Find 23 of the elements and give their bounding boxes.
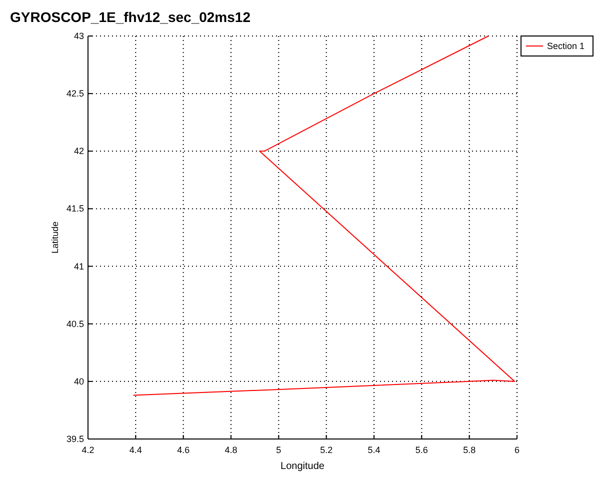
chart-title: GYROSCOP_1E_fhv12_sec_02ms12: [10, 9, 251, 25]
x-axis-title: Longitude: [280, 461, 325, 472]
x-tick-label: 4.2: [82, 445, 94, 455]
y-tick-label: 42.5: [66, 88, 84, 99]
y-tick-label: 40.5: [66, 318, 84, 329]
x-tick-label: 4.4: [129, 445, 142, 455]
x-tick-label: 5.4: [368, 445, 380, 455]
y-tick-label: 41: [74, 261, 84, 272]
y-axis-title: Latitude: [50, 221, 60, 254]
x-tick-label: 6: [514, 445, 520, 455]
line-series: [132, 36, 516, 396]
x-tick-label: 4.8: [224, 445, 238, 455]
x-tick-label: 5.6: [415, 445, 428, 455]
y-tick-label: 40: [74, 376, 84, 386]
y-tick-label: 43: [74, 31, 84, 41]
y-tick-label: 39.5: [66, 434, 84, 444]
x-tick-label: 5.8: [463, 445, 476, 455]
x-tick-label: 4.6: [177, 445, 190, 455]
x-tick-label: 5.2: [320, 445, 333, 455]
legend-label: Section 1: [547, 41, 585, 51]
y-tick-label: 41.5: [66, 204, 84, 214]
y-tick-label: 42: [74, 146, 84, 156]
x-tick-label: 5: [276, 445, 282, 455]
